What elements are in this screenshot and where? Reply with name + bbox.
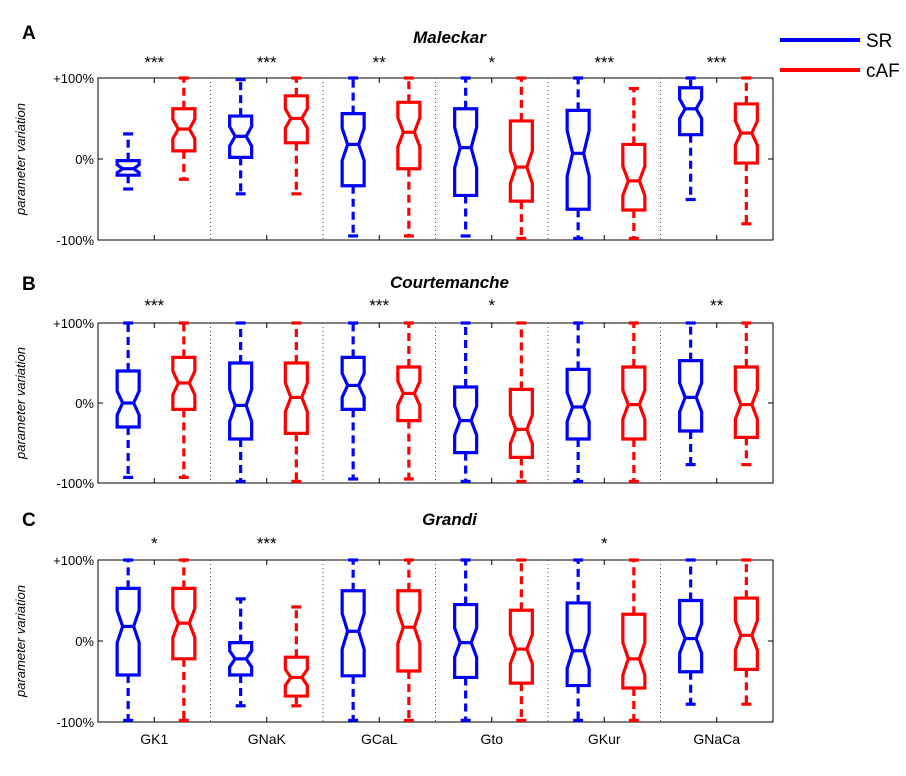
x-tick-label: GNaK [248,731,287,747]
significance-marker: ** [373,53,387,72]
box-sr-gk1 [115,586,141,677]
y-axis-label: parameter variation [13,347,28,460]
y-tick-label: +100% [53,553,94,568]
x-tick-label: GKur [588,731,621,747]
significance-marker: * [601,534,608,553]
box-sr-gto [453,385,479,455]
box-sr-gcal [340,355,366,411]
box-caf-gkur [621,365,647,441]
box-sr-gkur [565,108,591,211]
significance-marker: *** [707,53,727,72]
box-caf-gnak [283,655,309,698]
y-tick-label: -100% [56,233,94,248]
y-tick-label: 0% [75,634,94,649]
panel-label: C [22,510,36,531]
legend-label: cAF [866,61,900,82]
box-sr-gcal [340,112,366,188]
panel-title: Courtemanche [390,273,509,292]
box-caf-gnak [283,94,309,145]
box-sr-gnak [228,361,254,441]
box-caf-gcal [396,589,422,673]
box-caf-gk1 [171,586,197,661]
box-sr-gk1 [115,159,141,177]
box-sr-gnak [228,114,254,159]
box-caf-gto [508,387,534,459]
x-tick-label: Gto [480,731,503,747]
panel-label: A [22,23,36,44]
y-axis-label: parameter variation [13,103,28,216]
box-sr-gto [453,107,479,198]
box-sr-gkur [565,367,591,441]
y-tick-label: +100% [53,316,94,331]
y-axis-label: parameter variation [13,585,28,698]
panel-label: B [22,274,36,295]
box-sr-gnaca [678,86,704,137]
box-caf-gk1 [171,107,197,153]
box-sr-gcal [340,589,366,678]
significance-marker: * [488,296,495,315]
box-sr-gkur [565,601,591,688]
box-caf-gnak [283,361,309,435]
y-tick-label: 0% [75,396,94,411]
box-caf-gkur [621,142,647,212]
box-caf-gto [508,608,534,685]
y-tick-label: -100% [56,715,94,730]
box-caf-gnaca [733,596,759,671]
x-tick-label: GK1 [140,731,168,747]
box-caf-gcal [396,100,422,171]
y-tick-label: -100% [56,476,94,491]
significance-marker: ** [710,296,724,315]
box-caf-gkur [621,612,647,690]
significance-marker: *** [369,296,389,315]
significance-marker: *** [594,53,614,72]
significance-marker: *** [144,296,164,315]
x-tick-label: GCaL [361,731,398,747]
y-tick-label: +100% [53,71,94,86]
y-tick-label: 0% [75,152,94,167]
box-sr-gnaca [678,359,704,433]
box-caf-gnaca [733,102,759,165]
box-sr-gk1 [115,369,141,429]
box-caf-gto [508,119,534,203]
significance-marker: * [151,534,158,553]
box-caf-gnaca [733,365,759,439]
significance-marker: *** [257,53,277,72]
box-caf-gcal [396,365,422,423]
box-sr-gnak [228,641,254,677]
box-caf-gk1 [171,355,197,411]
significance-marker: * [488,53,495,72]
x-tick-label: GNaCa [693,731,740,747]
box-sr-gnaca [678,598,704,674]
significance-marker: *** [144,53,164,72]
legend-label: SR [866,31,892,52]
panel-title: Maleckar [413,28,487,47]
significance-marker: *** [257,534,277,553]
panel-title: Grandi [422,510,478,529]
box-sr-gto [453,602,479,680]
